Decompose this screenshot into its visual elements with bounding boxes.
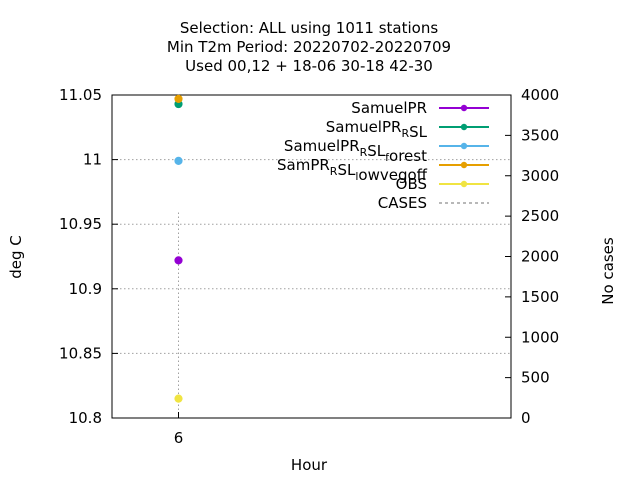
data-points — [174, 94, 183, 403]
y2-tick-label: 3000 — [521, 167, 559, 185]
y-tick-label: 11.05 — [59, 86, 102, 104]
x-axis-label: Hour — [291, 456, 328, 474]
legend-swatch-point — [460, 123, 468, 131]
y2-tick-label: 1500 — [521, 288, 559, 306]
data-point — [174, 156, 183, 165]
y-tick-label: 10.9 — [69, 280, 102, 298]
y-tick-label: 10.95 — [59, 215, 102, 233]
y-axis-label: deg C — [7, 235, 25, 279]
chart-title-line-1: Selection: ALL using 1011 stations — [180, 19, 439, 37]
legend-label: SamuelPRRSL — [326, 118, 428, 141]
y2-tick-label: 500 — [521, 369, 550, 387]
y2-tick-label: 1000 — [521, 328, 559, 346]
y-tick-label: 10.85 — [59, 344, 102, 362]
legend-swatch-point — [460, 180, 468, 188]
grid-lines — [112, 159, 511, 418]
legend-label: SamuelPRRSLforest — [284, 137, 427, 165]
legend-label: SamuelPR — [351, 99, 427, 117]
x-tick-label: 6 — [174, 429, 184, 447]
legend-swatch-point — [460, 104, 468, 112]
axis-ticks: 10.8 10.85 10.9 10.95 11 11.05 0 500 1000 1500 200… — [59, 86, 559, 447]
legend-swatch-point — [460, 161, 468, 169]
y2-axis-label: No cases — [599, 237, 617, 305]
legend: SamuelPRSamuelPRRSLSamuelPRRSLforestSamP… — [277, 99, 489, 212]
y2-tick-label: 3500 — [521, 126, 559, 144]
legend-swatch-point — [460, 142, 468, 150]
legend-label-cases: CASES — [378, 194, 427, 212]
y2-tick-label: 2000 — [521, 248, 559, 266]
data-point — [174, 94, 183, 103]
data-point — [174, 256, 183, 265]
y-tick-label: 10.8 — [69, 409, 102, 427]
y-tick-label: 11 — [83, 151, 102, 169]
y2-tick-label: 2500 — [521, 207, 559, 225]
y2-tick-label: 0 — [521, 409, 531, 427]
legend-label: OBS — [396, 175, 427, 193]
chart-title-line-2: Min T2m Period: 20220702-20220709 — [167, 38, 451, 56]
chart-title-line-3: Used 00,12 + 18-06 30-18 42-30 — [185, 57, 433, 75]
y2-tick-label: 4000 — [521, 86, 559, 104]
data-point — [174, 394, 183, 403]
legend-label: SamPRRSLlowvegoff — [277, 156, 428, 184]
